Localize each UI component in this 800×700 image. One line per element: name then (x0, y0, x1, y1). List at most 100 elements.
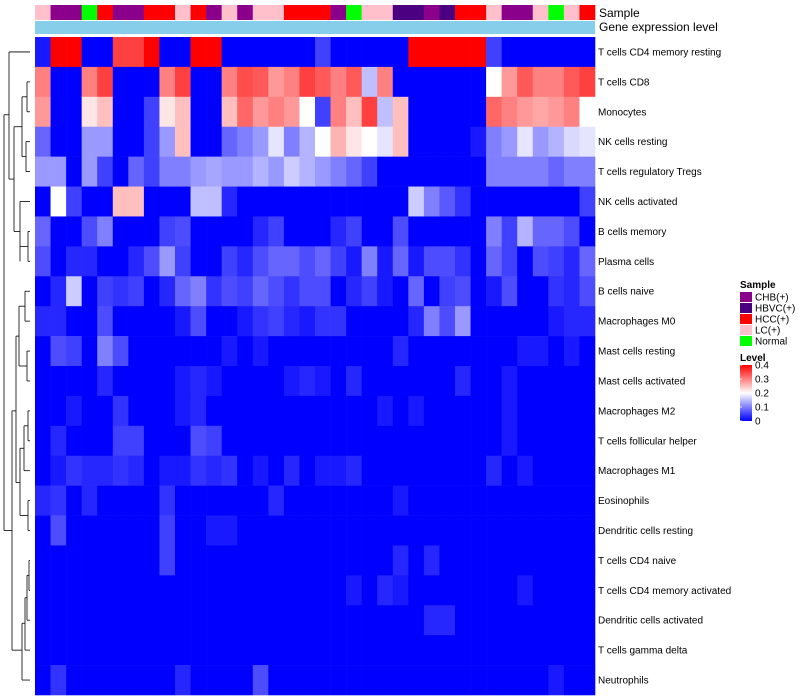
heatmap-cell (563, 366, 580, 397)
heatmap-cell (579, 545, 596, 576)
heatmap-cell (35, 575, 51, 606)
heatmap-cell (283, 366, 300, 397)
heatmap-cell (392, 37, 409, 68)
heatmap-cell (470, 366, 487, 397)
heatmap-cell (112, 126, 129, 157)
heatmap-cell (330, 126, 347, 157)
heatmap-cell (548, 37, 565, 68)
heatmap-cell (206, 37, 222, 68)
heatmap-cell (315, 665, 331, 696)
heatmap-cell (268, 96, 285, 128)
heatmap-cell (206, 665, 222, 696)
heatmap-cell (66, 485, 82, 516)
heatmap-cell (315, 515, 331, 546)
heatmap-cell (408, 455, 425, 486)
heatmap-cell (501, 665, 518, 696)
heatmap-cell (455, 425, 471, 457)
heatmap-cell (97, 425, 114, 457)
heatmap-cell (175, 276, 191, 307)
heatmap-cell (128, 425, 145, 457)
heatmap-cell (315, 455, 331, 486)
heatmap-cell (563, 96, 580, 128)
heatmap-cell (408, 575, 425, 606)
heatmap-cell (283, 575, 300, 606)
heatmap-cell (159, 66, 176, 98)
heatmap-cell (392, 515, 409, 546)
row-label: T cells regulatory Tregs (598, 167, 702, 178)
row-label: Eosinophils (598, 496, 649, 507)
sample-annotation-label: Sample (599, 6, 640, 20)
heatmap-cell (470, 635, 487, 666)
heatmap-cell (252, 276, 269, 307)
heatmap-cell (283, 126, 300, 157)
heatmap-cell (299, 306, 316, 337)
heatmap-cell (35, 605, 51, 636)
heatmap-cell (423, 96, 440, 128)
heatmap-cell (237, 395, 254, 427)
heatmap-cell (392, 306, 409, 337)
heatmap-cell (159, 276, 176, 307)
heatmap-cell (175, 545, 191, 576)
heatmap-cell (128, 216, 145, 247)
heatmap-cell (81, 276, 98, 307)
heatmap-cell (252, 216, 269, 247)
heatmap-cell (346, 575, 362, 606)
heatmap-cell (128, 186, 145, 217)
heatmap-cell (81, 96, 98, 128)
heatmap-cell (35, 485, 51, 516)
column-annotations (35, 5, 596, 34)
heatmap-cell (423, 545, 440, 576)
heatmap-cell (159, 665, 176, 696)
heatmap-cell (470, 186, 487, 217)
heatmap-cell (175, 156, 191, 187)
heatmap-cell (501, 156, 518, 187)
heatmap-cell (548, 455, 565, 486)
heatmap-cell (97, 545, 114, 576)
heatmap-cell (548, 246, 565, 277)
heatmap-cell (252, 156, 269, 187)
heatmap-cell (408, 126, 425, 157)
heatmap-cell (35, 336, 51, 367)
heatmap-cell (190, 425, 207, 457)
heatmap-cell (532, 575, 549, 606)
heatmap-cell (252, 336, 269, 367)
heatmap-cell (299, 575, 316, 606)
heatmap-cell (423, 306, 440, 337)
heatmap-cell (315, 366, 331, 397)
heatmap-cell (392, 126, 409, 157)
heatmap-cell (175, 306, 191, 337)
heatmap-cell (143, 395, 160, 427)
heatmap-cell (66, 395, 82, 427)
heatmap-cell (439, 246, 456, 277)
heatmap-cell (548, 276, 565, 307)
heatmap-cell (408, 515, 425, 546)
heatmap-cell (66, 276, 82, 307)
heatmap-cell (330, 246, 347, 277)
heatmap-cell (486, 575, 502, 606)
heatmap-cell (361, 575, 378, 606)
heatmap-cell (346, 306, 362, 337)
heatmap-cell (283, 306, 300, 337)
heatmap-cell (455, 665, 471, 696)
heatmap-cell (175, 485, 191, 516)
heatmap-cell (206, 425, 222, 457)
heatmap-cell (221, 665, 238, 696)
heatmap-cell (330, 665, 347, 696)
heatmap-cell (579, 485, 596, 516)
heatmap-cell (128, 126, 145, 157)
heatmap-cell (439, 545, 456, 576)
heatmap-cell (97, 485, 114, 516)
row-label: Monocytes (598, 107, 646, 118)
heatmap-cell (97, 276, 114, 307)
heatmap-cell (159, 395, 176, 427)
heatmap-cell (221, 366, 238, 397)
heatmap-cell (377, 366, 394, 397)
heatmap-cell (206, 306, 222, 337)
heatmap-cell (501, 276, 518, 307)
heatmap-cell (299, 246, 316, 277)
heatmap-cell (392, 156, 409, 187)
heatmap-cell (159, 485, 176, 516)
heatmap-cell (392, 545, 409, 576)
heatmap-cell (470, 126, 487, 157)
heatmap-cell (392, 455, 409, 486)
